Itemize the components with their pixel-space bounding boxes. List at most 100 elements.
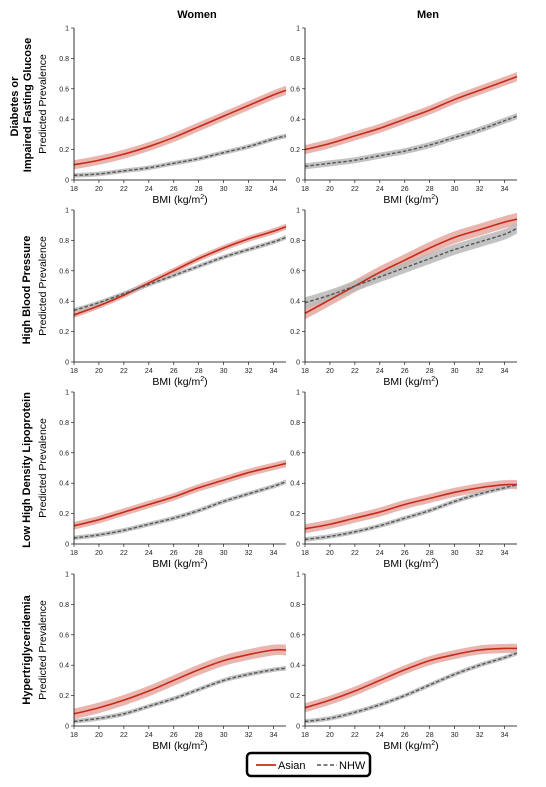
row-label-diabetes-line1: Diabetes or	[9, 76, 21, 137]
x-tick-label: 22	[120, 732, 128, 739]
asian-confidence-band	[74, 85, 286, 170]
x-tick-label: 30	[451, 550, 459, 557]
panel-men-4: 0 0.2 0.4 0.6 0.8 1 18 20 22 24 26 28 30 32 34 BMI (kg/…	[290, 572, 518, 752]
x-tick-label: 32	[476, 368, 484, 375]
x-tick-label: 28	[195, 732, 203, 739]
y-tick-label: 0.6	[59, 450, 69, 457]
y-tick-label: 0	[296, 360, 300, 367]
x-tick-label: 18	[301, 732, 309, 739]
x-axis-label-superscript: 2	[431, 740, 435, 747]
asian-confidence-band	[74, 644, 286, 720]
y-tick-label: 0.4	[290, 663, 300, 670]
x-tick-label: 30	[220, 368, 228, 375]
panel-women-2: 0 0.2 0.4 0.6 0.8 1 18 20 22 24 26 28 30 32 34 BMI (kg/…	[37, 208, 287, 388]
x-tick-label: 32	[245, 550, 253, 557]
x-axis-label-close: )	[435, 376, 439, 388]
y-tick-label: 1	[296, 26, 300, 33]
asian-series-line	[73, 462, 287, 527]
x-tick-label: 26	[401, 368, 409, 375]
x-axis-label-main: BMI (kg/m	[383, 558, 431, 570]
nhw-series-line	[73, 481, 287, 539]
y-tick-label: 1	[296, 390, 300, 397]
x-axis-label-close: )	[204, 376, 208, 388]
x-tick-label: 20	[95, 732, 103, 739]
x-tick-label: 18	[70, 186, 78, 193]
y-axis-label: Predicted Prevalence	[37, 600, 49, 700]
x-axis-label: BMI (kg/m2)	[383, 740, 438, 752]
column-title-women: Women	[177, 9, 217, 21]
y-tick-label: 0.8	[59, 420, 69, 427]
y-tick-label: 0	[296, 542, 300, 549]
legend: Asian NHW	[245, 751, 372, 778]
x-axis-label-main: BMI (kg/m	[383, 376, 431, 388]
y-tick-label: 0.4	[59, 117, 69, 124]
x-axis-label-close: )	[204, 740, 208, 752]
asian-series-line	[304, 75, 518, 151]
legend-asian-label: Asian	[278, 760, 306, 772]
x-axis-label-superscript: 2	[431, 376, 435, 383]
y-tick-label: 0.8	[59, 56, 69, 63]
asian-series-line	[73, 89, 287, 166]
y-tick-label: 0	[65, 724, 69, 731]
x-tick-label: 22	[120, 186, 128, 193]
x-tick-label: 24	[376, 186, 384, 193]
x-axis-label-superscript: 2	[431, 558, 435, 565]
y-tick-label: 0.2	[59, 693, 69, 700]
x-tick-label: 20	[326, 550, 334, 557]
x-tick-label: 28	[195, 186, 203, 193]
x-tick-label: 28	[426, 186, 434, 193]
x-tick-label: 22	[351, 368, 359, 375]
x-tick-label: 30	[220, 186, 228, 193]
x-axis-label-close: )	[204, 194, 208, 206]
x-axis-label: BMI (kg/m2)	[152, 558, 207, 570]
legend-box	[245, 751, 372, 778]
x-axis-label: BMI (kg/m2)	[152, 376, 207, 388]
nhw-series-line	[73, 667, 287, 723]
y-tick-label: 0.2	[59, 329, 69, 336]
asian-series-line	[304, 483, 518, 530]
x-tick-label: 22	[351, 186, 359, 193]
row-label-hdl: Low High Density Lipoprotein	[21, 392, 33, 548]
x-tick-label: 24	[145, 186, 153, 193]
y-tick-label: 1	[65, 26, 69, 33]
y-axis-label: Predicted Prevalence	[37, 418, 49, 518]
x-tick-label: 24	[376, 368, 384, 375]
x-axis-label: BMI (kg/m2)	[383, 194, 438, 206]
x-tick-label: 32	[476, 550, 484, 557]
panel-women-3: 0 0.2 0.4 0.6 0.8 1 18 20 22 24 26 28 30 32 34 BMI (kg/…	[37, 390, 287, 570]
y-tick-label: 1	[296, 208, 300, 215]
panel-men-1: 0 0.2 0.4 0.6 0.8 1 18 20 22 24 26 28 30 32 34 BMI (kg/…	[290, 26, 518, 206]
x-tick-label: 28	[426, 550, 434, 557]
x-axis-label-close: )	[435, 194, 439, 206]
x-tick-label: 30	[220, 550, 228, 557]
y-tick-label: 1	[65, 390, 69, 397]
x-axis-label-main: BMI (kg/m	[152, 376, 200, 388]
x-axis-label-superscript: 2	[200, 194, 204, 201]
y-tick-label: 0.6	[59, 86, 69, 93]
nhw-series-line	[73, 236, 287, 311]
x-tick-label: 22	[120, 550, 128, 557]
y-tick-label: 0.4	[290, 117, 300, 124]
x-tick-label: 34	[270, 732, 278, 739]
nhw-confidence-band	[74, 665, 286, 724]
x-tick-label: 24	[145, 550, 153, 557]
asian-confidence-band	[305, 72, 517, 155]
y-tick-label: 0.6	[290, 86, 300, 93]
nhw-series-line	[304, 652, 518, 723]
y-tick-label: 0.8	[59, 238, 69, 245]
x-tick-label: 26	[401, 186, 409, 193]
x-tick-label: 24	[145, 732, 153, 739]
y-tick-label: 0.2	[290, 329, 300, 336]
y-tick-label: 0.6	[290, 268, 300, 275]
x-tick-label: 30	[451, 368, 459, 375]
y-tick-label: 0.4	[59, 481, 69, 488]
x-tick-label: 26	[401, 550, 409, 557]
x-axis-label-main: BMI (kg/m	[383, 194, 431, 206]
x-axis-label: BMI (kg/m2)	[383, 376, 438, 388]
nhw-series-line	[304, 227, 518, 304]
x-tick-label: 34	[270, 368, 278, 375]
asian-confidence-band	[305, 213, 517, 320]
y-tick-label: 0.2	[59, 511, 69, 518]
